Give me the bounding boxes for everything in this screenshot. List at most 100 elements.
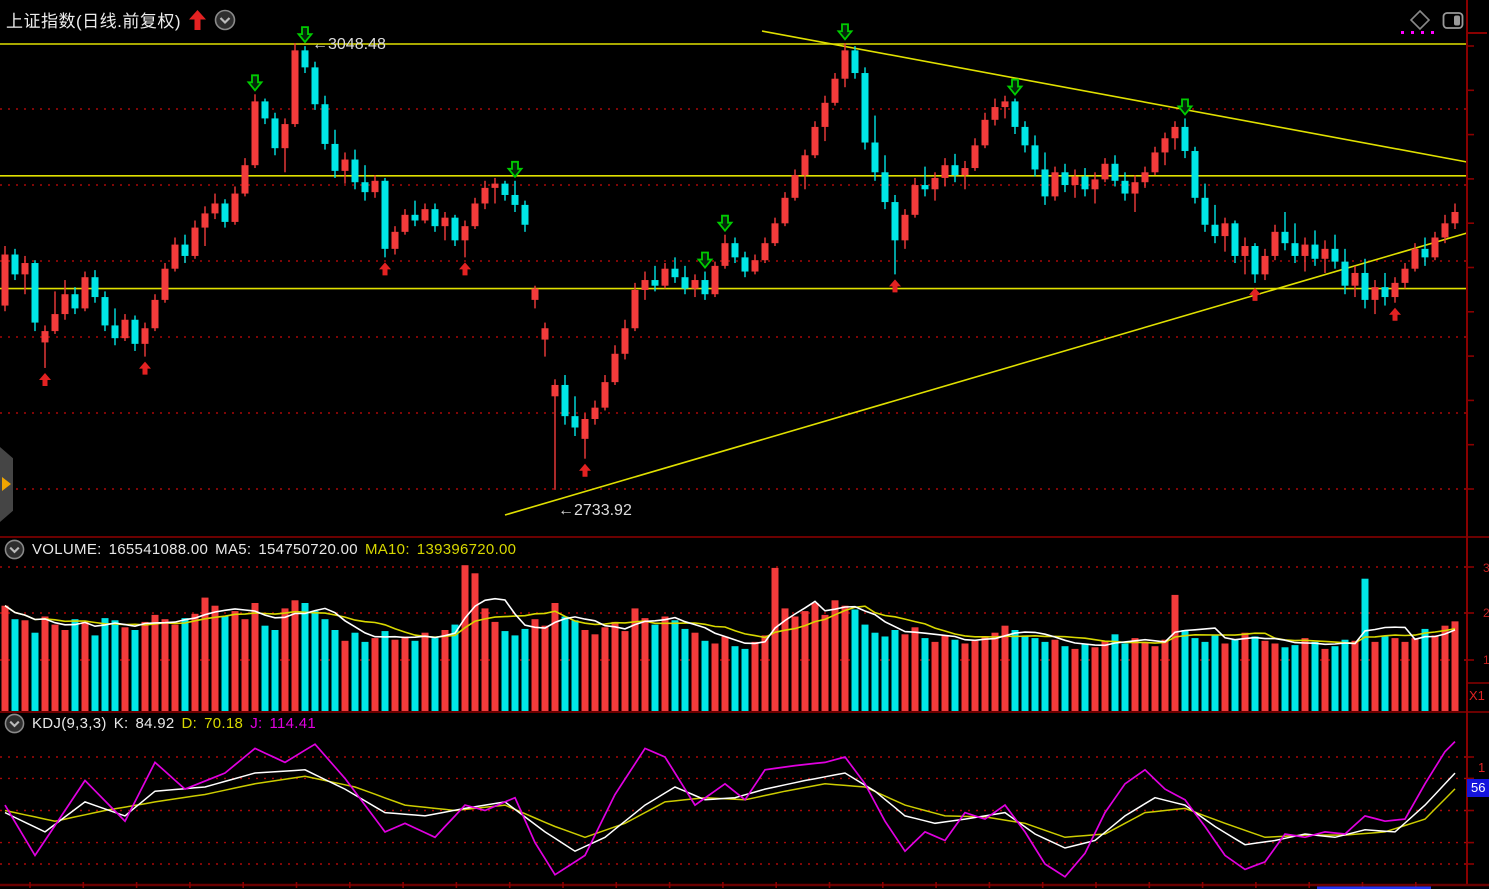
- candle-body: [1091, 179, 1099, 190]
- candle-body: [561, 384, 569, 417]
- volume-bar: [1011, 630, 1019, 711]
- k-value: 84.92: [135, 715, 175, 732]
- candle-body: [231, 193, 239, 222]
- volume-bar: [1061, 646, 1069, 711]
- volume-bar: [91, 635, 99, 711]
- candle-body: [1141, 172, 1149, 183]
- buy-arrow-icon: [39, 372, 51, 386]
- volume-bar: [1401, 641, 1409, 711]
- volume-bar: [351, 632, 359, 711]
- volume-bar: [411, 640, 419, 711]
- chevron-down-icon[interactable]: [214, 9, 236, 31]
- candle-body: [311, 67, 319, 105]
- candle-body: [91, 277, 99, 298]
- sidebar-expand-handle[interactable]: [0, 447, 13, 522]
- candle-body: [1281, 231, 1289, 244]
- candle-body: [761, 243, 769, 261]
- candle-body: [481, 187, 489, 204]
- volume-bar: [1301, 638, 1309, 711]
- sell-arrow-icon: [1006, 78, 1024, 96]
- candle-body: [1221, 223, 1229, 237]
- volume-ma5-line: [4, 597, 1456, 647]
- volume-bar: [751, 641, 759, 711]
- candle-body: [451, 217, 459, 241]
- candle-body: [821, 102, 829, 127]
- volume-bar: [781, 608, 789, 711]
- diamond-icon[interactable]: [1408, 8, 1432, 32]
- candle-body: [1441, 223, 1449, 238]
- candle-body: [1041, 169, 1049, 197]
- candle-body: [931, 177, 939, 190]
- volume-bar: [81, 621, 89, 711]
- candle-body: [951, 165, 959, 176]
- volume-bar: [1371, 641, 1379, 711]
- candle-body: [861, 73, 869, 143]
- volume-bar: [1071, 648, 1079, 711]
- volume-bar: [571, 620, 579, 711]
- candle-body: [131, 319, 139, 344]
- scrollbar-thumb[interactable]: [1317, 886, 1431, 889]
- chevron-down-icon[interactable]: [4, 539, 25, 560]
- candle-body: [271, 118, 279, 149]
- volume-bar: [961, 643, 969, 711]
- candle-body: [1251, 246, 1259, 275]
- volume-bar: [1001, 625, 1009, 711]
- volume-bar: [1201, 641, 1209, 711]
- volume-bar: [141, 621, 149, 711]
- candle-body: [81, 277, 89, 309]
- candle-body: [351, 159, 359, 183]
- candle-body: [381, 180, 389, 249]
- buy-arrow-icon: [1389, 307, 1401, 321]
- candle-body: [1151, 152, 1159, 173]
- volume-bar: [71, 619, 79, 711]
- volume-bar: [391, 639, 399, 711]
- candle-body: [181, 244, 189, 256]
- ma5-value: 154750720.00: [258, 541, 358, 558]
- panel-toggle-icon[interactable]: [1442, 11, 1464, 30]
- candle-body: [1331, 248, 1339, 262]
- volume-bar: [701, 640, 709, 711]
- candle-body: [851, 50, 859, 74]
- volume-bar: [1351, 640, 1359, 711]
- window-tools: [1408, 8, 1464, 32]
- candle-body: [211, 203, 219, 214]
- candle-body: [531, 288, 539, 300]
- candle-body: [261, 101, 269, 119]
- volume-bar: [341, 640, 349, 711]
- volume-bar: [541, 625, 549, 711]
- candle-body: [641, 280, 649, 290]
- chevron-down-icon[interactable]: [4, 713, 25, 734]
- candle-body: [1371, 287, 1379, 300]
- j-label: J:: [250, 715, 263, 732]
- candle-body: [791, 175, 799, 198]
- volume-bar: [311, 611, 319, 711]
- candle-body: [541, 328, 549, 340]
- volume-bar: [231, 611, 239, 711]
- candle-body: [731, 243, 739, 258]
- buy-arrow-icon: [139, 361, 151, 375]
- candle-body: [71, 294, 79, 309]
- volume-bar: [711, 643, 719, 711]
- volume-bar: [1151, 646, 1159, 711]
- candle-body: [1201, 197, 1209, 225]
- candle-body: [601, 382, 609, 408]
- dot: [1401, 31, 1404, 34]
- candle-body: [1071, 176, 1079, 186]
- volume-bar: [131, 630, 139, 711]
- candle-body: [171, 244, 179, 269]
- volume-bar: [811, 603, 819, 711]
- volume-bar: [941, 635, 949, 711]
- volume-bar: [191, 613, 199, 711]
- volume-bar: [1261, 640, 1269, 711]
- volume-bar: [1111, 634, 1119, 711]
- volume-bar: [41, 616, 49, 711]
- candle-body: [1161, 138, 1169, 153]
- candle-body: [911, 185, 919, 215]
- candle-body: [281, 124, 289, 149]
- volume-bar: [981, 636, 989, 711]
- ma10-label: MA10:: [364, 541, 410, 558]
- candle-body: [121, 319, 129, 339]
- candle-body: [781, 197, 789, 224]
- title-bar: 上证指数(日线.前复权): [6, 7, 236, 32]
- kdj-axis-top-label: 1: [1478, 760, 1486, 775]
